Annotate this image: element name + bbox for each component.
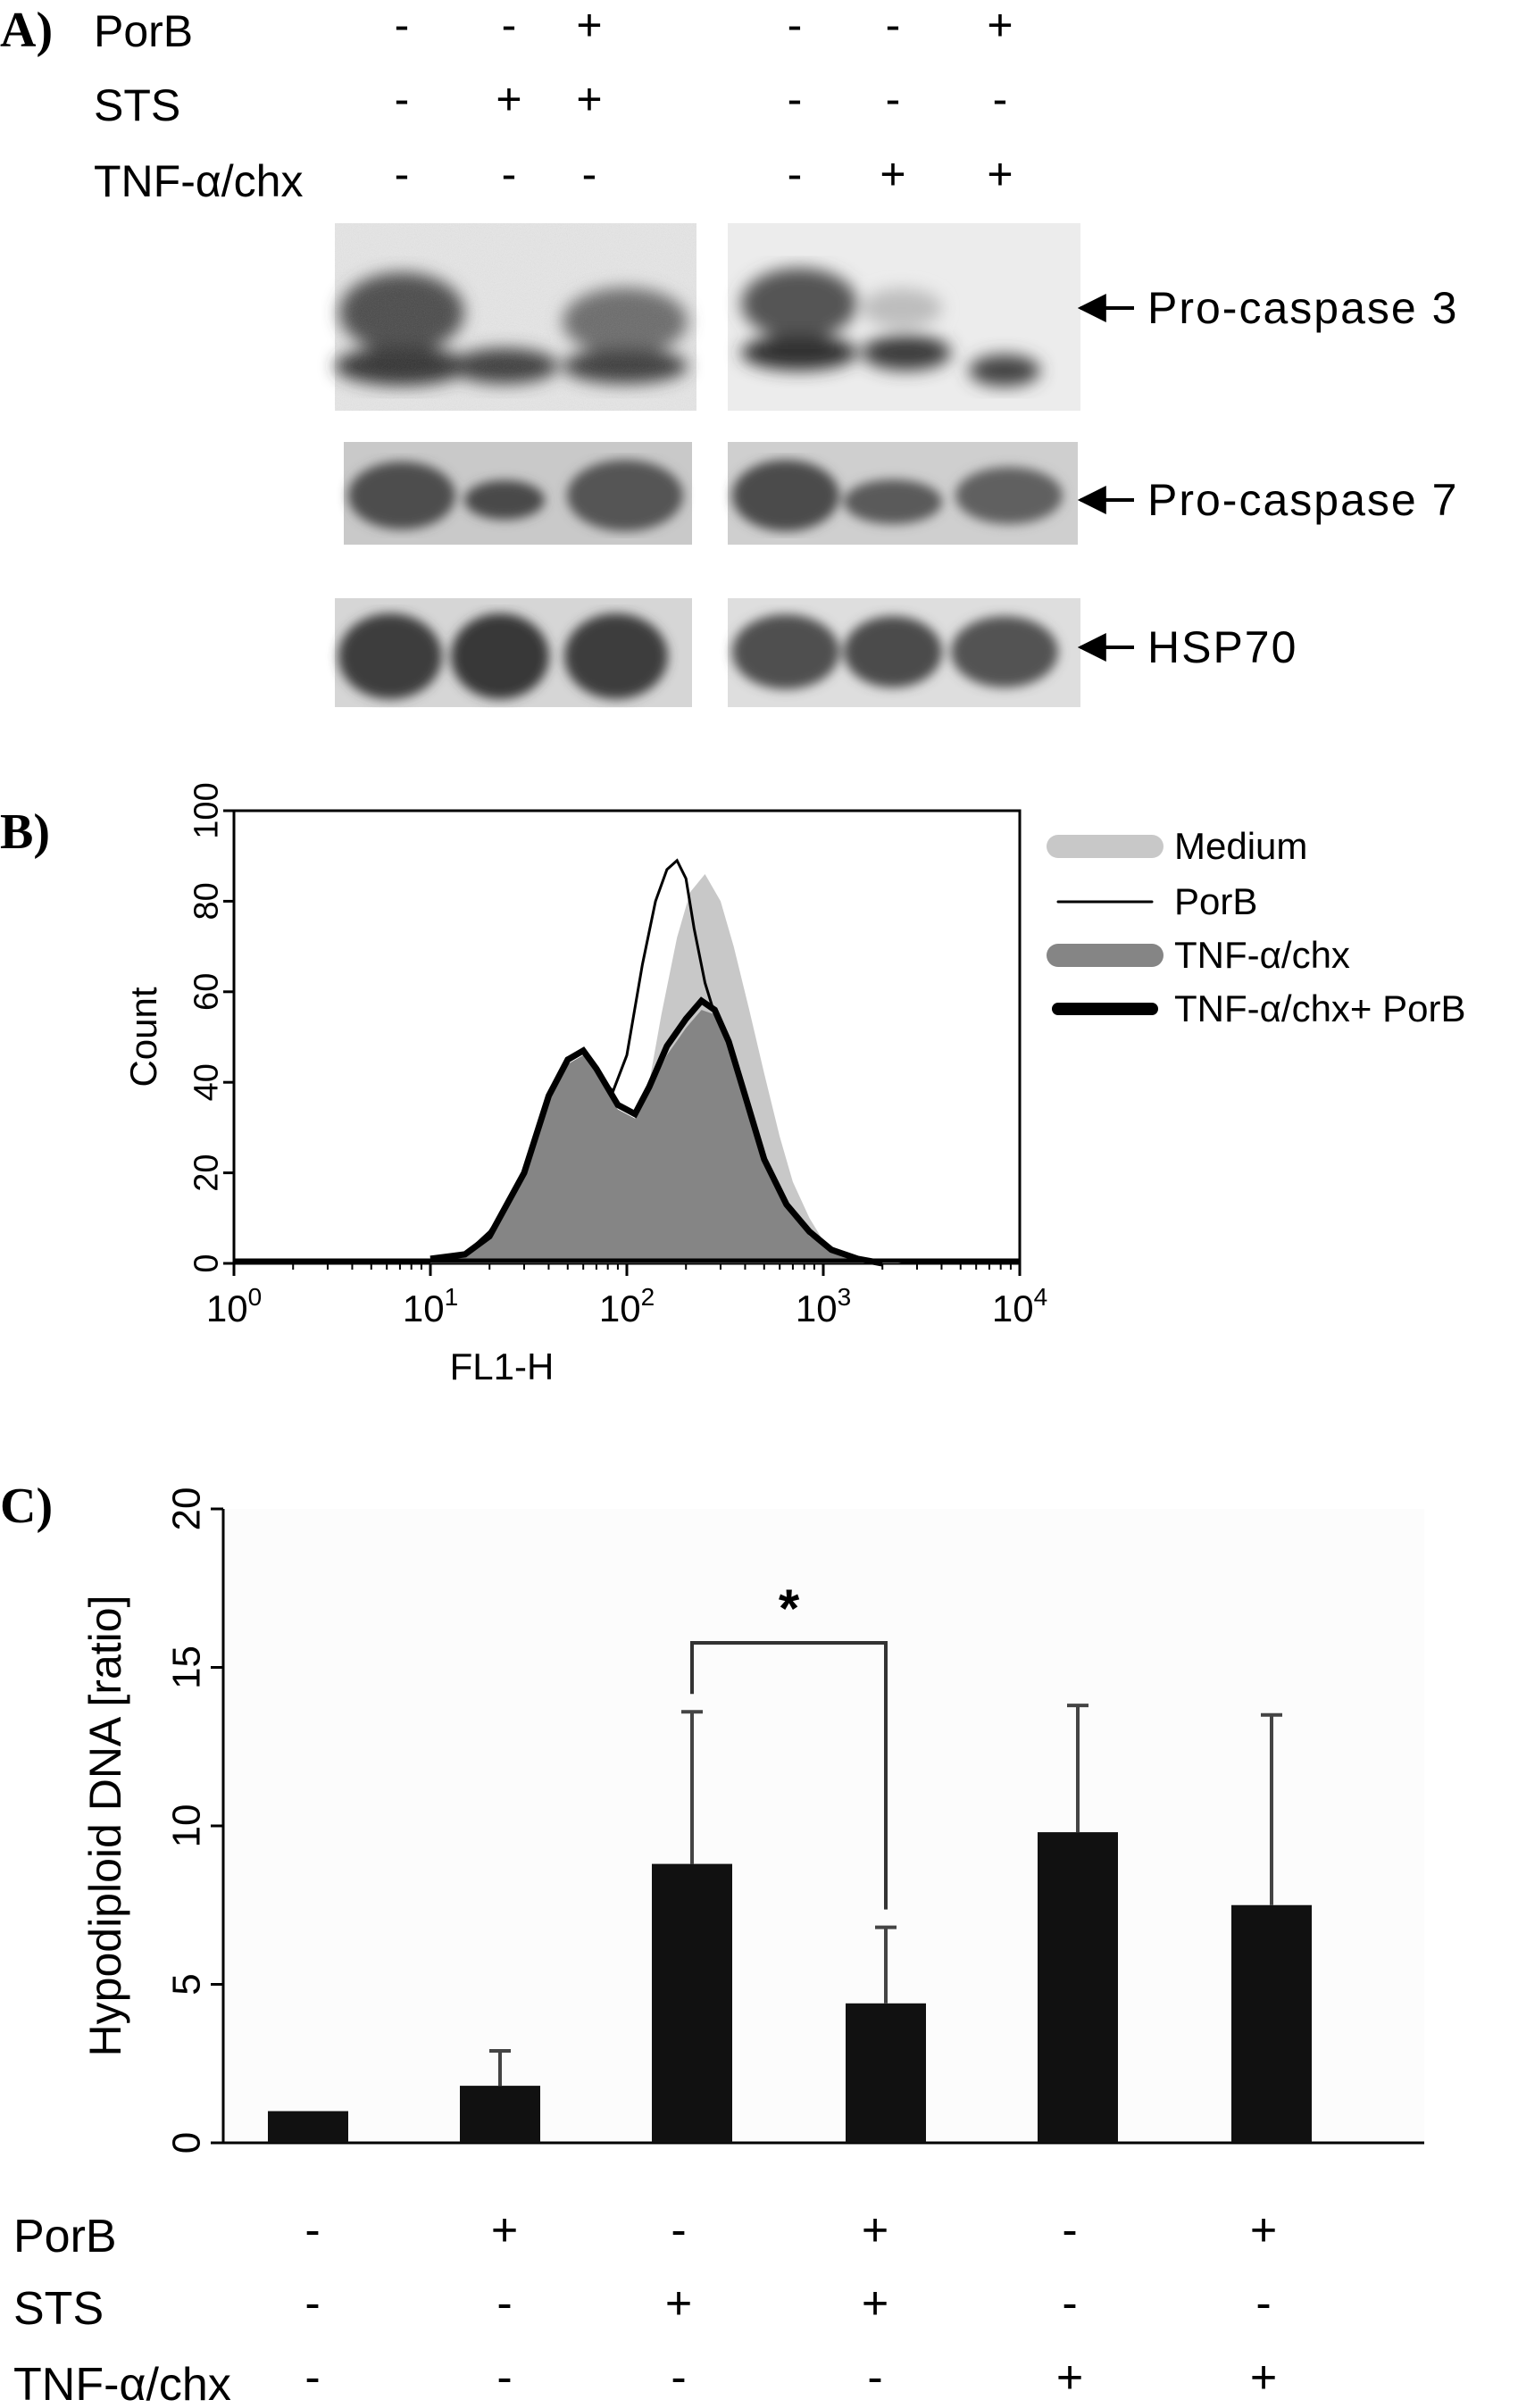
y-tick-label: 5 — [164, 1973, 208, 1995]
panel-c-condition-table: PorB STS TNF-α/chx - + - + - + - - + + - - - - - - + + — [13, 2204, 1277, 2408]
panel-a-sign: - — [395, 74, 410, 124]
panel-b-letter: B) — [0, 804, 50, 860]
panel-a-signs: - - + - - + - + + - - - - - - - + + — [395, 0, 1013, 199]
panel-a-sign: - — [788, 74, 803, 124]
panel-c: C) 0 5 10 15 20 Hypodiploid DNA [ratio] * PorB… — [0, 1479, 1424, 2408]
panel-a-row-label-porb: PorB — [94, 6, 193, 56]
panel-c-row-label-tnf: TNF-α/chx — [13, 2359, 231, 2408]
panel-a-letter: A) — [0, 3, 53, 58]
panel-a-sign: + — [576, 74, 602, 124]
y-tick-label: 0 — [188, 1254, 225, 1272]
legend-label: PorB — [1174, 880, 1257, 922]
bar — [460, 2086, 540, 2143]
bar — [652, 1863, 732, 2143]
panel-c-letter: C) — [0, 1479, 53, 1534]
panel-a-condition-table: PorB STS TNF-α/chx - - + - - + - + + - - - - - - - + + — [94, 0, 1013, 206]
panel-a-row-label-sts: STS — [94, 80, 180, 130]
y-tick-label: 10 — [164, 1804, 208, 1848]
panel-a-sign: - — [395, 149, 410, 199]
x-tick-label: 102 — [599, 1283, 655, 1329]
panel-c-sign: - — [304, 2352, 320, 2404]
panel-b: B) 0 20 40 60 80 100 100 101 102 103 104 FL1-H Count… — [0, 782, 1466, 1387]
bar-chart: 0 5 10 15 20 Hypodiploid DNA [ratio] * — [80, 1487, 1424, 2154]
bar — [1038, 1832, 1118, 2143]
panel-a-sign: + — [880, 149, 905, 199]
y-axis-title: Hypodiploid DNA [ratio] — [80, 1596, 130, 2057]
panel-c-sign: - — [867, 2352, 882, 2404]
panel-c-sign: - — [304, 2204, 320, 2256]
panel-c-sign: - — [304, 2278, 320, 2329]
legend-label: TNF-α/chx — [1174, 934, 1350, 976]
bar-plot-area — [223, 1509, 1424, 2143]
panel-a: A) PorB STS TNF-α/chx - - + - - + - + + - - - - - - - + + — [0, 0, 1458, 707]
panel-c-sign: + — [1250, 2352, 1277, 2404]
y-tick-label: 80 — [188, 882, 225, 920]
panel-c-sign: - — [1255, 2278, 1271, 2329]
panel-c-row-label-sts: STS — [13, 2283, 104, 2335]
y-tick-label: 40 — [188, 1063, 225, 1101]
panel-a-sign: - — [395, 0, 410, 50]
panel-a-sign: - — [886, 0, 901, 50]
y-axis-title: Count — [122, 987, 164, 1087]
band-label-procaspase7: Pro-caspase 7 — [1077, 475, 1458, 525]
panel-a-sign: - — [788, 149, 803, 199]
panel-c-sign: + — [1056, 2352, 1083, 2404]
x-tick-label: 101 — [403, 1283, 458, 1329]
panel-c-sign: + — [862, 2278, 888, 2329]
x-tick-label: 103 — [796, 1283, 851, 1329]
y-tick-label: 0 — [164, 2132, 208, 2154]
y-tick-label: 20 — [188, 1154, 225, 1191]
bar — [846, 2003, 926, 2143]
legend-label: TNF-α/chx+ PorB — [1174, 987, 1466, 1029]
series-tnf — [430, 1010, 883, 1263]
panel-c-sign: + — [1250, 2204, 1277, 2256]
panel-c-sign: - — [496, 2278, 512, 2329]
histogram-chart: 0 20 40 60 80 100 100 101 102 103 104 FL1-H Count Med… — [122, 782, 1466, 1387]
band-label-procaspase3: Pro-caspase 3 — [1077, 283, 1458, 333]
panel-c-sign: + — [665, 2278, 692, 2329]
y-tick-label: 100 — [188, 782, 225, 838]
x-axis-title: FL1-H — [450, 1346, 555, 1387]
panel-a-sign: - — [582, 149, 597, 199]
band-label-procaspase3-text: Pro-caspase 3 — [1147, 283, 1458, 333]
blot-hsp70 — [335, 598, 1080, 707]
blot-procaspase3 — [335, 223, 1080, 411]
panel-a-sign: - — [788, 0, 803, 50]
x-tick-label: 100 — [206, 1283, 262, 1329]
blot-procaspase7 — [344, 442, 1078, 545]
x-tick-label: 104 — [992, 1283, 1047, 1329]
bar — [1231, 1904, 1312, 2143]
panel-c-sign: + — [491, 2204, 518, 2256]
legend: Medium PorB TNF-α/chx TNF-α/chx+ PorB — [1047, 825, 1466, 1029]
panel-c-sign: - — [1062, 2278, 1077, 2329]
panel-a-sign: + — [987, 149, 1013, 199]
band-label-hsp70-text: HSP70 — [1147, 622, 1297, 672]
panel-c-sign: - — [671, 2204, 686, 2256]
band-label-hsp70: HSP70 — [1077, 622, 1297, 672]
significance-star: * — [779, 1579, 800, 1638]
panel-c-sign: - — [1062, 2204, 1077, 2256]
panel-a-sign: - — [886, 74, 901, 124]
panel-a-sign: - — [993, 74, 1008, 124]
legend-label: Medium — [1174, 825, 1307, 867]
panel-a-row-label-tnf: TNF-α/chx — [94, 156, 303, 206]
significance-bracket — [690, 1641, 888, 1910]
bar — [268, 2111, 348, 2143]
y-tick-label: 60 — [188, 973, 225, 1011]
panel-c-sign: - — [496, 2352, 512, 2404]
y-tick-label: 15 — [164, 1646, 208, 1689]
panel-a-sign: + — [987, 0, 1013, 50]
panel-c-sign: + — [862, 2204, 888, 2256]
panel-a-sign: - — [502, 0, 517, 50]
y-tick-label: 20 — [164, 1487, 208, 1531]
panel-c-row-label-porb: PorB — [13, 2211, 117, 2262]
panel-a-sign: + — [576, 0, 602, 50]
panel-a-sign: - — [502, 149, 517, 199]
band-label-procaspase7-text: Pro-caspase 7 — [1147, 475, 1458, 525]
panel-a-sign: + — [496, 74, 521, 124]
series-tnf-porb — [430, 996, 883, 1267]
panel-c-sign: - — [671, 2352, 686, 2404]
